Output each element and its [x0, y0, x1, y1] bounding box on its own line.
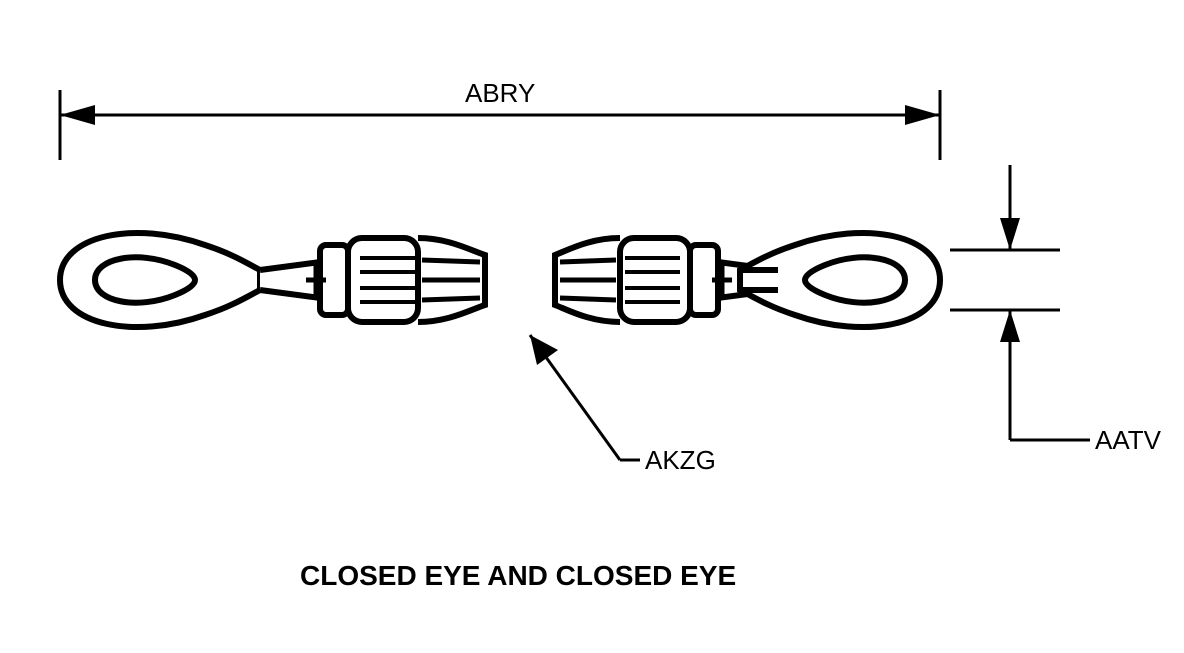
- turnbuckle-assembly: [0, 0, 1184, 653]
- label-akzg: AKZG: [645, 445, 716, 476]
- label-aatv: AATV: [1095, 425, 1161, 456]
- diagram-title: CLOSED EYE AND CLOSED EYE: [300, 560, 736, 592]
- label-abry: ABRY: [465, 78, 535, 109]
- technical-diagram: ABRY AATV AKZG CLOSED EYE AND CLOSED EYE: [0, 0, 1184, 653]
